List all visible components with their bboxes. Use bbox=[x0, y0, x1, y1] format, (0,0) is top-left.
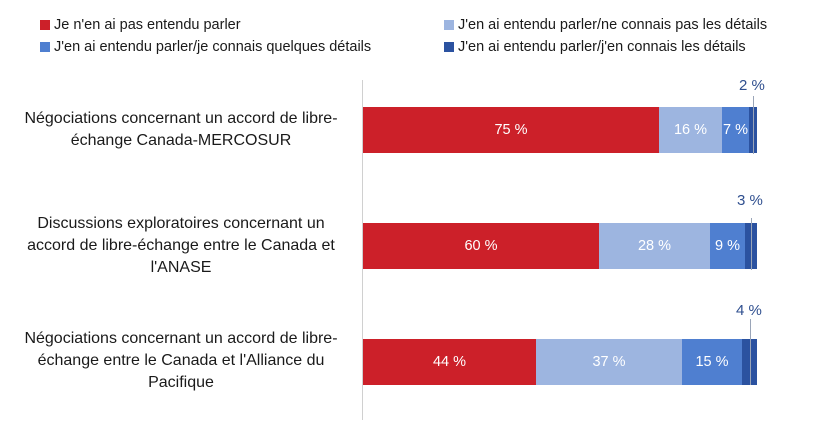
bar-segment-heard-some-details: 7 % bbox=[722, 107, 749, 153]
legend-item-heard-no-details: J'en ai entendu parler/ne connais pas le… bbox=[444, 17, 767, 33]
bar-segment-heard-no-details: 28 % bbox=[599, 223, 710, 269]
bar-alliance-pacifique: 44 % 37 % 15 % bbox=[363, 339, 757, 385]
legend-swatch-dark-blue bbox=[444, 42, 454, 52]
callout-leader-line bbox=[751, 218, 752, 270]
bar-segment-heard-some-details: 9 % bbox=[710, 223, 745, 269]
bar-segment-heard-details bbox=[742, 339, 757, 385]
callout-leader-line bbox=[750, 319, 751, 385]
bar-anase: 60 % 28 % 9 % bbox=[363, 223, 757, 269]
chart-legend: Je n'en ai pas entendu parler J'en ai en… bbox=[0, 0, 836, 60]
bar-segment-not-heard: 75 % bbox=[363, 107, 659, 153]
legend-swatch-mid-blue bbox=[40, 42, 50, 52]
legend-item-heard-details: J'en ai entendu parler/j'en connais les … bbox=[444, 39, 746, 55]
category-label-line: Négociations concernant un accord de lib… bbox=[24, 110, 338, 127]
bar-segment-heard-no-details: 37 % bbox=[536, 339, 682, 385]
bar-segment-heard-some-details: 15 % bbox=[682, 339, 742, 385]
category-label-line: Négociations concernant un accord de lib… bbox=[24, 330, 338, 347]
category-label-alliance-pacifique: Négociations concernant un accord de lib… bbox=[0, 328, 362, 394]
bar-segment-not-heard: 44 % bbox=[363, 339, 536, 385]
callout-leader-line bbox=[753, 96, 754, 154]
bar-segment-not-heard: 60 % bbox=[363, 223, 599, 269]
legend-swatch-light-blue bbox=[444, 20, 454, 30]
callout-label-mercosur: 2 % bbox=[739, 77, 765, 94]
legend-label: J'en ai entendu parler/je connais quelqu… bbox=[54, 39, 372, 55]
category-label-line: Pacifique bbox=[148, 374, 214, 391]
category-label-mercosur: Négociations concernant un accord de lib… bbox=[0, 108, 362, 152]
legend-swatch-red bbox=[40, 20, 50, 30]
legend-item-heard-some-details: J'en ai entendu parler/je connais quelqu… bbox=[40, 39, 371, 55]
category-label-line: l'ANASE bbox=[150, 259, 212, 276]
category-label-line: échange entre le Canada et l'Alliance du bbox=[37, 352, 325, 369]
category-label-anase: Discussions exploratoires concernant un … bbox=[0, 213, 362, 279]
category-label-line: échange Canada-MERCOSUR bbox=[70, 132, 292, 149]
category-label-line: Discussions exploratoires concernant un bbox=[37, 215, 325, 232]
legend-item-not-heard: Je n'en ai pas entendu parler bbox=[40, 17, 241, 33]
callout-label-alliance-pacifique: 4 % bbox=[736, 302, 762, 319]
legend-label: Je n'en ai pas entendu parler bbox=[54, 17, 241, 33]
legend-label: J'en ai entendu parler/ne connais pas le… bbox=[458, 17, 768, 33]
bar-segment-heard-no-details: 16 % bbox=[659, 107, 722, 153]
callout-label-anase: 3 % bbox=[737, 192, 763, 209]
category-label-line: accord de libre-échange entre le Canada … bbox=[27, 237, 335, 254]
legend-label: J'en ai entendu parler/j'en connais les … bbox=[458, 39, 746, 55]
bar-mercosur: 75 % 16 % 7 % bbox=[363, 107, 757, 153]
category-axis-line bbox=[362, 80, 363, 420]
